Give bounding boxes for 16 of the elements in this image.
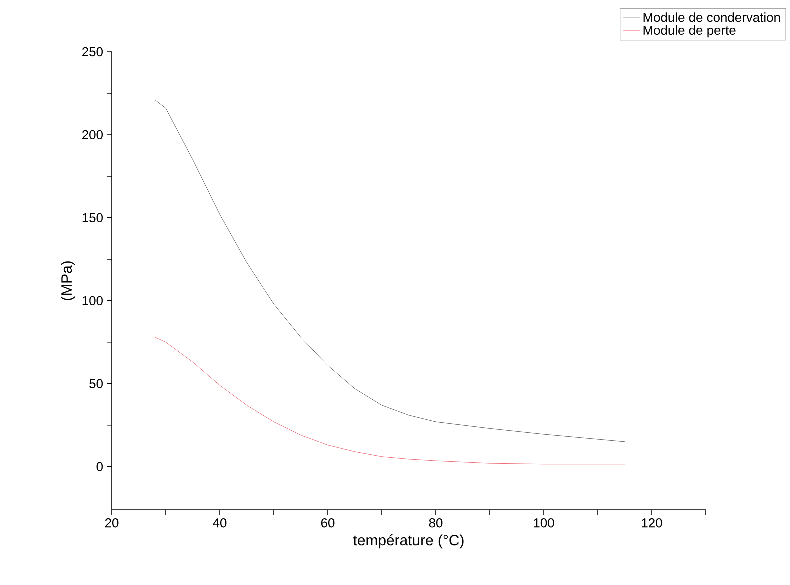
x-tick-label: 100 xyxy=(534,518,554,528)
y-tick-label: 50 xyxy=(90,379,103,388)
y-tick-label: 150 xyxy=(82,213,103,223)
x-tick-label: 80 xyxy=(429,518,443,528)
y-tick-label: 100 xyxy=(82,296,103,306)
x-tick-label: 60 xyxy=(321,518,335,528)
x-tick-label: 40 xyxy=(213,518,227,528)
y-tick-label: 250 xyxy=(82,47,103,57)
y-tick-label: 200 xyxy=(82,130,103,140)
x-tick-label: 20 xyxy=(105,518,119,528)
x-axis-title: température (°C) xyxy=(354,534,464,549)
y-tick-label: 0 xyxy=(96,462,103,472)
legend-label: Module de condervation xyxy=(644,12,780,22)
x-tick-label: 120 xyxy=(642,518,662,528)
legend-label: Module de perte xyxy=(644,26,736,38)
y-axis-title: (MPa) xyxy=(61,262,76,300)
